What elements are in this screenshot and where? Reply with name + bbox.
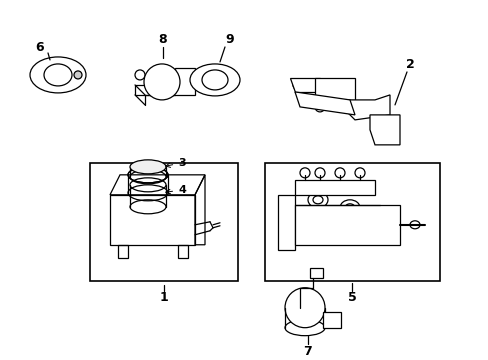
- Polygon shape: [294, 92, 354, 115]
- Bar: [90, 163, 238, 281]
- Polygon shape: [289, 78, 319, 92]
- Polygon shape: [345, 95, 389, 120]
- Polygon shape: [369, 115, 399, 145]
- Ellipse shape: [74, 71, 82, 79]
- Text: 9: 9: [225, 33, 234, 46]
- Ellipse shape: [202, 70, 227, 90]
- Text: 8: 8: [159, 33, 167, 46]
- Text: 5: 5: [347, 291, 356, 304]
- Ellipse shape: [130, 160, 165, 174]
- Polygon shape: [314, 78, 354, 100]
- Ellipse shape: [285, 288, 325, 328]
- Bar: [264, 163, 439, 281]
- Ellipse shape: [30, 57, 86, 93]
- Text: 4: 4: [165, 185, 185, 195]
- Text: 7: 7: [303, 345, 312, 358]
- Text: 1: 1: [159, 291, 168, 304]
- Polygon shape: [323, 312, 340, 328]
- Polygon shape: [294, 205, 399, 245]
- Text: 3: 3: [165, 158, 185, 168]
- Ellipse shape: [190, 64, 240, 96]
- Text: 2: 2: [405, 58, 413, 71]
- Ellipse shape: [44, 64, 72, 86]
- Polygon shape: [278, 195, 294, 250]
- Polygon shape: [135, 68, 195, 95]
- Polygon shape: [294, 180, 374, 195]
- Ellipse shape: [143, 64, 180, 100]
- Text: 6: 6: [36, 41, 44, 54]
